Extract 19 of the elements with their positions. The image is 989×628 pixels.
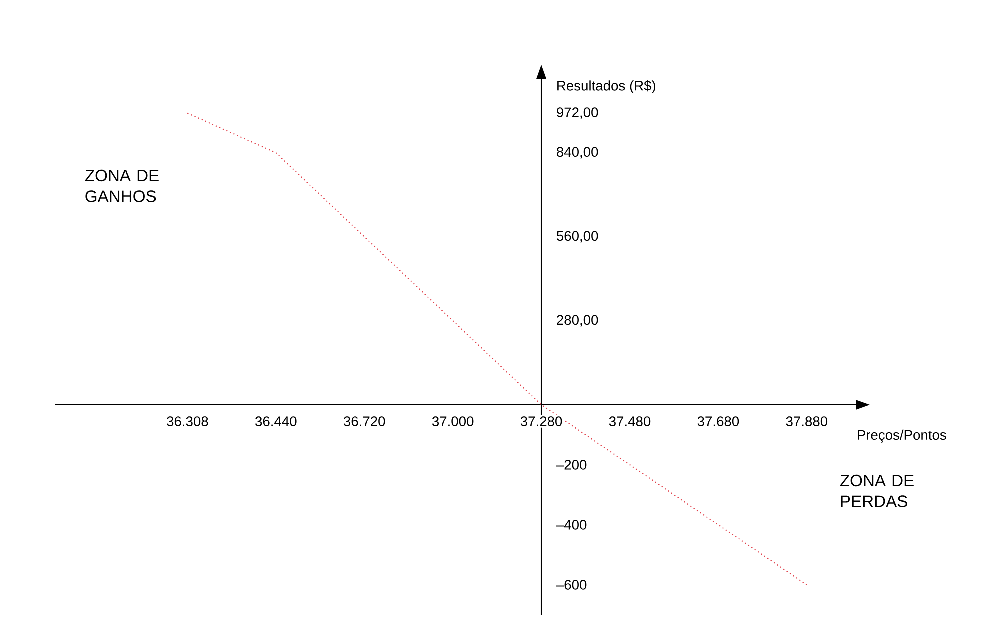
y-axis-title: Resultados (R$) (558, 80, 656, 94)
y-tick-label: 280,00 (557, 315, 598, 327)
y-tick-label: 840,00 (557, 147, 598, 159)
x-tick-label: 37.880 (786, 416, 828, 426)
y-tick-label: –600 (556, 580, 587, 590)
x-tick-label: 37.680 (698, 416, 740, 426)
y-tick-label: 972,00 (557, 108, 598, 120)
y-tick-label: –200 (556, 460, 587, 470)
x-tick-label: 37.280 (520, 416, 562, 426)
annotation: ZONA DE GANHOS (85, 170, 159, 202)
x-tick-label: 36.440 (256, 416, 297, 426)
y-tick-label: –400 (556, 520, 587, 530)
x-tick-label: 36.720 (344, 416, 386, 426)
x-tick-label: 36.308 (167, 416, 208, 426)
annotation: ZONA DE PERDAS (840, 474, 914, 508)
x-tick-label: 37.480 (609, 416, 651, 426)
y-tick-label: 560,00 (556, 231, 598, 243)
x-tick-label: 37.000 (432, 416, 474, 426)
x-axis-title: Preços/Pontos (858, 430, 946, 443)
